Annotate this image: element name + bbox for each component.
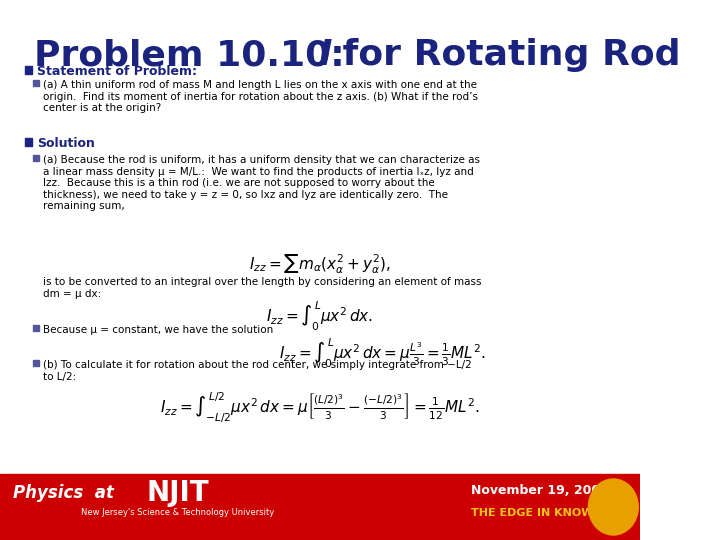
Text: for Rotating Rod: for Rotating Rod	[330, 38, 680, 72]
Text: Because μ = constant, we have the solution: Because μ = constant, we have the soluti…	[42, 325, 273, 335]
Bar	[25, 138, 32, 146]
Text: Statement of Problem:: Statement of Problem:	[37, 65, 197, 78]
Text: $I_{zz} = \int_0^{L} \mu x^2\, dx = \mu \frac{L^3}{3} = \frac{1}{3}ML^2.$: $I_{zz} = \int_0^{L} \mu x^2\, dx = \mu …	[279, 337, 485, 370]
Text: $I_{zz} = \int_0^{L} \mu x^2\, dx.$: $I_{zz} = \int_0^{L} \mu x^2\, dx.$	[266, 300, 374, 333]
Bar	[0, 474, 640, 540]
Text: November 19, 2009: November 19, 2009	[471, 484, 609, 497]
Text: $I_{zz} = \int_{-L/2}^{L/2} \mu x^2\, dx = \mu\left[\frac{(L/2)^3}{3} - \frac{(-: $I_{zz} = \int_{-L/2}^{L/2} \mu x^2\, dx…	[160, 390, 480, 424]
Text: New Jersey's Science & Technology University: New Jersey's Science & Technology Univer…	[81, 508, 274, 517]
Text: Physics  at: Physics at	[14, 484, 114, 502]
Text: (a) Because the rod is uniform, it has a uniform density that we can characteriz: (a) Because the rod is uniform, it has a…	[42, 155, 480, 211]
Text: I: I	[318, 38, 332, 72]
Text: THE EDGE IN KNOWLEDGE: THE EDGE IN KNOWLEDGE	[471, 508, 634, 518]
Text: (b) To calculate it for rotation about the rod center, we simply integrate from : (b) To calculate it for rotation about t…	[42, 360, 472, 382]
Text: $I_{zz} = \sum m_{\alpha}(x_{\alpha}^2 + y_{\alpha}^2),$: $I_{zz} = \sum m_{\alpha}(x_{\alpha}^2 +…	[249, 253, 391, 276]
Text: Solution: Solution	[37, 137, 95, 150]
Text: is to be converted to an integral over the length by considering an element of m: is to be converted to an integral over t…	[42, 277, 481, 299]
Bar	[25, 66, 32, 74]
Text: (a) A thin uniform rod of mass M and length L lies on the x axis with one end at: (a) A thin uniform rod of mass M and len…	[42, 80, 477, 113]
Circle shape	[588, 479, 638, 535]
Text: NJIT: NJIT	[146, 479, 209, 507]
Text: Problem 10.10:: Problem 10.10:	[34, 38, 357, 72]
